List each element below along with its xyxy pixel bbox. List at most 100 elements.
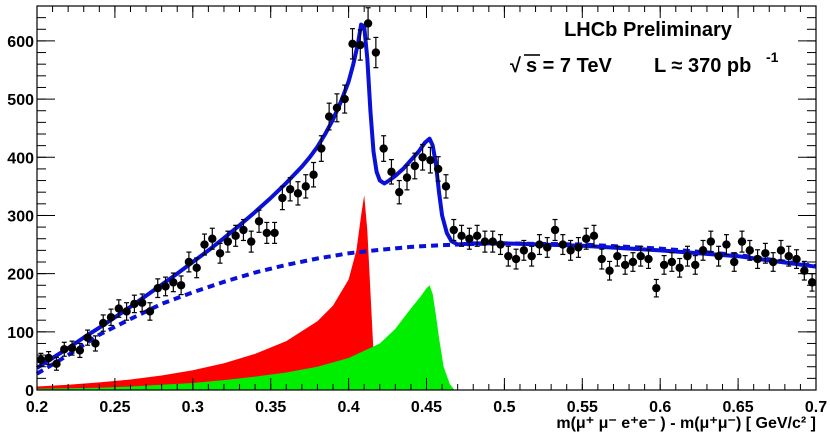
data-point [348,28,357,60]
data-marker [714,251,723,261]
data-points [36,7,817,371]
data-marker [317,144,326,153]
data-point [753,249,762,269]
data-point [776,239,786,261]
data-marker [745,246,754,255]
data-marker [379,144,388,153]
data-point [239,218,248,242]
data-marker [480,237,490,246]
data-point [644,249,653,269]
y-tick-label: 300 [7,208,34,225]
data-marker [504,251,513,261]
data-marker [496,240,505,249]
fit-curve [35,22,817,370]
x-tick-label: 0.7 [805,399,827,416]
data-marker [449,225,458,235]
data-marker [426,155,435,165]
data-point [527,245,536,267]
data-point [511,248,521,270]
data-point [99,314,108,332]
data-point [176,275,186,296]
x-tick-label: 0.55 [567,399,598,416]
data-marker [270,228,279,238]
data-point [293,181,303,206]
data-point [223,230,233,253]
data-marker [67,343,77,353]
data-point [145,302,155,321]
data-marker [566,246,575,255]
data-point [270,221,279,244]
data-point [683,245,692,267]
data-marker [730,257,739,267]
data-marker [441,182,451,191]
data-marker [543,243,552,252]
data-marker [44,353,53,363]
data-point [433,156,443,182]
data-point [395,179,404,205]
y-tick-label: 200 [7,267,34,284]
data-marker [75,346,85,355]
axis-ticks: 0.2 0.25 0.3 0.35 0.4 0.45 0.5 0.55 0.6 0.65 0.7 0 1… [7,5,827,416]
data-marker [145,307,155,316]
data-point [44,351,53,365]
data-marker [613,251,622,261]
data-marker [301,182,310,191]
data-marker [691,260,700,270]
x-tick-label: 0.25 [99,399,130,416]
data-point [231,224,240,247]
data-point [215,242,225,264]
data-point [698,239,708,261]
data-point [691,255,700,275]
data-marker [605,266,614,275]
data-point [589,224,599,247]
data-point [254,209,264,233]
data-marker [761,249,770,258]
data-point [208,227,217,250]
data-marker [807,278,817,287]
luminosity-label: L ≈ 370 pb [654,55,751,77]
data-marker [332,103,342,113]
data-point [605,260,614,281]
fit-curves [35,22,817,376]
data-marker [215,249,225,258]
data-marker [130,299,139,309]
data-point [574,236,583,258]
y-tick-label: 0 [25,383,34,400]
y-tick-label: 100 [7,325,34,342]
data-point [488,230,497,253]
data-marker [137,298,147,307]
data-marker [52,359,61,369]
data-point [379,135,388,162]
data-point [496,234,505,256]
data-point [465,227,474,250]
y-tick-label: 600 [7,34,34,51]
data-point [457,224,466,247]
data-marker [285,185,295,194]
data-point [784,245,793,267]
data-marker [239,225,248,235]
data-marker [581,234,591,243]
data-marker [457,231,466,241]
data-point [356,29,365,61]
signal-areas [37,195,455,390]
data-point [543,236,552,258]
data-point [628,252,638,272]
data-point [363,7,373,40]
data-point [472,224,482,247]
data-marker [410,161,420,171]
data-point [730,252,739,272]
data-point [130,294,139,314]
data-marker [184,257,194,267]
data-marker [776,246,786,255]
data-marker [254,217,264,226]
energy-label: s = 7 TeV [526,55,612,77]
data-point [106,308,116,327]
data-marker [200,240,209,249]
data-marker [176,281,186,290]
data-marker [114,304,123,313]
data-point [340,84,349,114]
data-point [558,234,568,256]
data-marker [698,246,708,255]
x-tick-label: 0.35 [255,399,286,416]
data-point [761,242,770,264]
